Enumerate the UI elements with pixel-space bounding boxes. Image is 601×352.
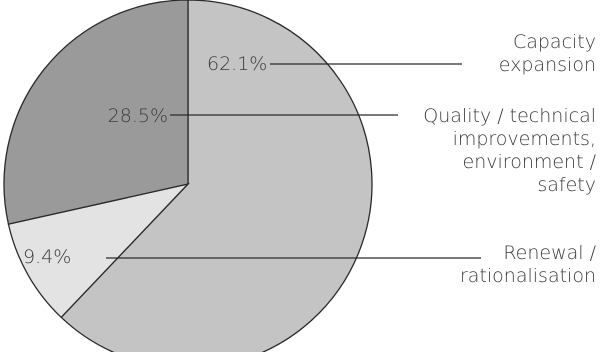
category-labels: Capacity expansion Renewal / rationalisatio… — [423, 31, 596, 287]
pie-slice — [7, 182, 190, 319]
category-label-line: improvements, — [453, 128, 596, 150]
category-label-line: environment / — [463, 151, 597, 173]
percent-label: 28.5% — [108, 105, 168, 127]
pie-slice — [3, 0, 189, 225]
category-label-line: expansion — [499, 54, 596, 76]
category-label-line: Quality / technical — [423, 105, 596, 127]
percent-label: 9.4% — [23, 246, 71, 268]
category-label-line: rationalisation — [460, 265, 596, 287]
category-label: Quality / technical improvements, environm… — [423, 105, 596, 196]
pie-slice — [60, 0, 373, 352]
pie-slices — [3, 0, 373, 352]
category-label-line: Renewal / — [503, 242, 596, 264]
category-label-line: safety — [537, 174, 596, 196]
category-label-line: Capacity — [513, 31, 596, 53]
percent-labels: 62.1% 9.4% 28.5% — [23, 53, 267, 268]
percent-label: 62.1% — [207, 53, 267, 75]
leader-lines — [106, 63, 481, 259]
category-label: Renewal / rationalisation — [460, 242, 597, 287]
category-label: Capacity expansion — [499, 31, 596, 76]
